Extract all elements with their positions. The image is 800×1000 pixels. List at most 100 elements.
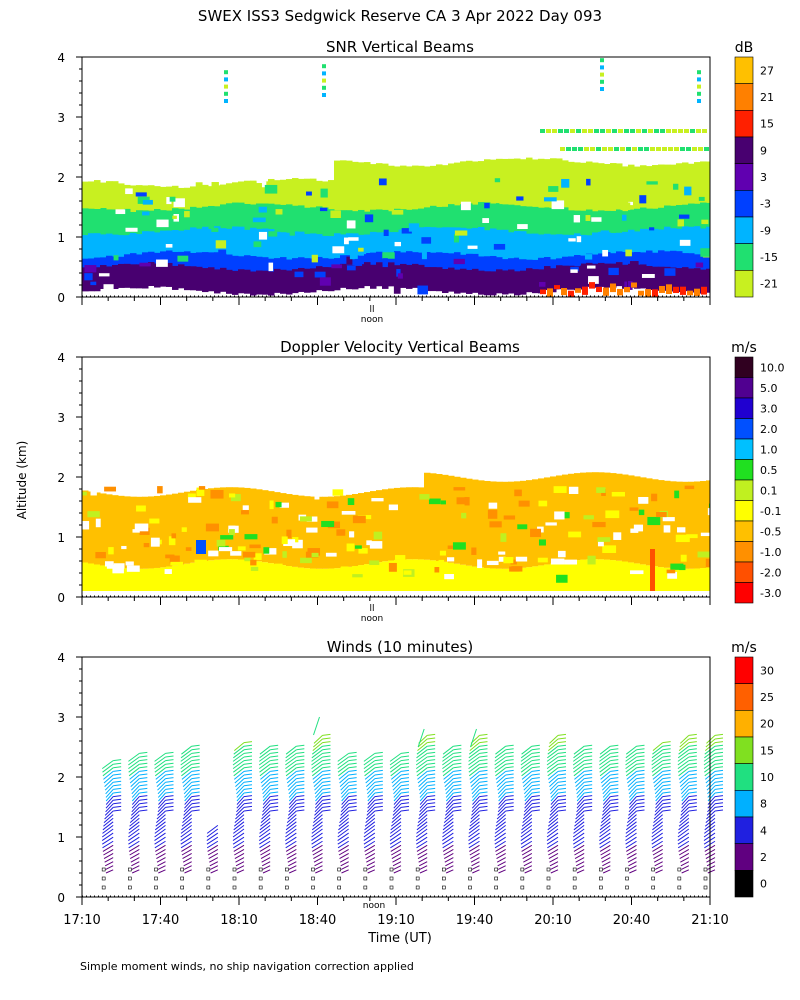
wind-barb <box>363 763 376 773</box>
doppler-downdraft-cell <box>650 549 655 591</box>
doppler-colorbar-swatch <box>734 479 754 501</box>
wind-barb-flag <box>557 769 567 772</box>
wind-barb <box>547 745 559 755</box>
doppler-patch <box>196 487 205 496</box>
wind-calm-marker <box>415 885 420 890</box>
snr-patch <box>460 201 471 211</box>
snr-patch <box>639 195 647 204</box>
wind-barb <box>678 745 690 755</box>
wind-barb <box>679 774 690 784</box>
doppler-low-cell <box>484 567 491 591</box>
doppler-patch <box>583 515 594 520</box>
snr-layer-cell <box>568 265 575 290</box>
wind-barb <box>418 781 428 791</box>
time-tick-label: 19:40 <box>456 913 493 928</box>
winds-y-tick-label: 2 <box>57 771 65 785</box>
wind-barb <box>470 853 480 860</box>
wind-barb <box>258 756 271 766</box>
wind-barb <box>651 840 663 849</box>
snr-layer-cell <box>658 164 665 228</box>
doppler-mid-cell <box>358 493 365 566</box>
snr-patch <box>195 182 203 188</box>
snr-strong-cell <box>568 290 574 297</box>
wind-barb-flag <box>322 780 331 783</box>
wind-barb-flag <box>113 780 122 783</box>
snr-layer-cell <box>142 264 149 289</box>
doppler-low-cell <box>376 562 383 591</box>
snr-layer-cell <box>424 166 431 230</box>
wind-barb <box>365 810 376 820</box>
snr-layer-cell <box>478 256 485 275</box>
snr-sparse-cell <box>600 72 604 77</box>
doppler-mid-cell <box>226 487 233 560</box>
snr-patch <box>432 282 440 287</box>
snr-layer-cell <box>310 233 317 264</box>
snr-layer-cell <box>310 268 317 293</box>
doppler-low-cell <box>172 565 179 591</box>
wind-barb <box>419 789 428 798</box>
doppler-colorbar-label: 5.0 <box>760 382 778 395</box>
wind-barb-flag <box>113 762 122 765</box>
wind-barb-flag <box>610 751 619 754</box>
wind-barb <box>340 785 350 795</box>
snr-layer-cell <box>214 206 221 243</box>
wind-barb-flag <box>453 748 462 751</box>
wind-barb-flag <box>191 748 200 751</box>
doppler-patch <box>311 552 319 558</box>
snr-layer-cell <box>634 252 641 271</box>
doppler-patch <box>136 505 146 512</box>
snr-layer-cell <box>244 255 251 274</box>
snr-layer-cell <box>460 227 467 258</box>
wind-barb-flag <box>348 805 357 808</box>
snr-layer-cell <box>424 252 431 271</box>
altitude-axis-label: Altitude (km) <box>15 441 29 520</box>
snr-layer-cell <box>610 253 617 272</box>
snr-layer-cell <box>280 257 287 276</box>
snr-layer-cell <box>520 270 527 295</box>
snr-sparse-cell <box>600 65 604 70</box>
doppler-patch <box>250 566 259 571</box>
wind-barb-flag <box>191 791 200 794</box>
doppler-patch <box>487 509 498 519</box>
snr-layer-cell <box>256 256 263 275</box>
snr-layer-cell <box>340 263 347 288</box>
wind-barb <box>445 861 454 867</box>
snr-layer-cell <box>388 231 395 262</box>
wind-barb <box>600 774 611 784</box>
snr-layer-cell <box>700 269 707 294</box>
snr-layer-cell <box>676 251 683 270</box>
wind-barb <box>363 825 376 834</box>
snr-patch <box>397 273 403 279</box>
snr-layer-cell <box>328 180 335 223</box>
doppler-patch <box>444 574 454 580</box>
wind-barb <box>651 825 663 834</box>
wind-barb-flag <box>531 784 540 787</box>
wind-barb <box>287 857 297 863</box>
snr-layer-cell <box>640 207 647 244</box>
wind-barb <box>445 796 454 805</box>
wind-barb <box>706 778 716 787</box>
doppler-patch <box>216 539 226 547</box>
wind-barb <box>627 774 637 784</box>
snr-layer-cell <box>214 252 221 271</box>
wind-barb-flag <box>584 784 593 787</box>
snr-layer-cell <box>118 235 125 266</box>
doppler-mid-cell <box>238 487 245 560</box>
snr-patch <box>494 178 501 183</box>
snr-patch <box>649 227 655 231</box>
doppler-mid-cell <box>688 481 695 569</box>
doppler-patch <box>684 573 694 582</box>
snr-patch <box>585 215 591 221</box>
wind-barb <box>602 792 611 802</box>
snr-upper-cell <box>602 147 607 151</box>
snr-layer-cell <box>538 158 545 222</box>
doppler-patch <box>354 545 362 549</box>
wind-barb <box>366 857 376 863</box>
doppler-patch <box>269 500 274 510</box>
wind-barb-flag <box>662 744 671 747</box>
snr-colorbar-swatch <box>734 56 754 84</box>
wind-barb <box>496 778 507 787</box>
wind-barb <box>599 767 611 777</box>
doppler-patch <box>686 534 698 539</box>
